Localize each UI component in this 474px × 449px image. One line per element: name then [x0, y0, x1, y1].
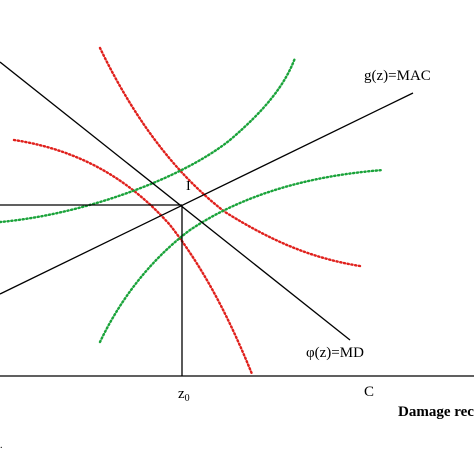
- mac-line: [0, 92, 414, 295]
- z0-label-main: z: [178, 386, 185, 402]
- x-axis-title: Damage rec: [398, 404, 474, 420]
- red-dotted-curve-lower: [12, 138, 254, 376]
- z0-label-subscript: 0: [185, 393, 190, 404]
- green-dotted-curve-upper: [0, 56, 297, 224]
- md-line: [0, 61, 351, 341]
- mac-curve-label: g(z)=MAC: [364, 68, 431, 84]
- md-curve-label: φ(z)=MD: [306, 345, 364, 361]
- z0-label: z0: [178, 386, 190, 404]
- red-dotted-curve-upper: [98, 46, 362, 268]
- intersection-label: I: [186, 179, 191, 194]
- corner-mark: .: [0, 440, 3, 449]
- green-dotted-curve-lower: [98, 168, 385, 344]
- c-point-label: C: [364, 384, 374, 400]
